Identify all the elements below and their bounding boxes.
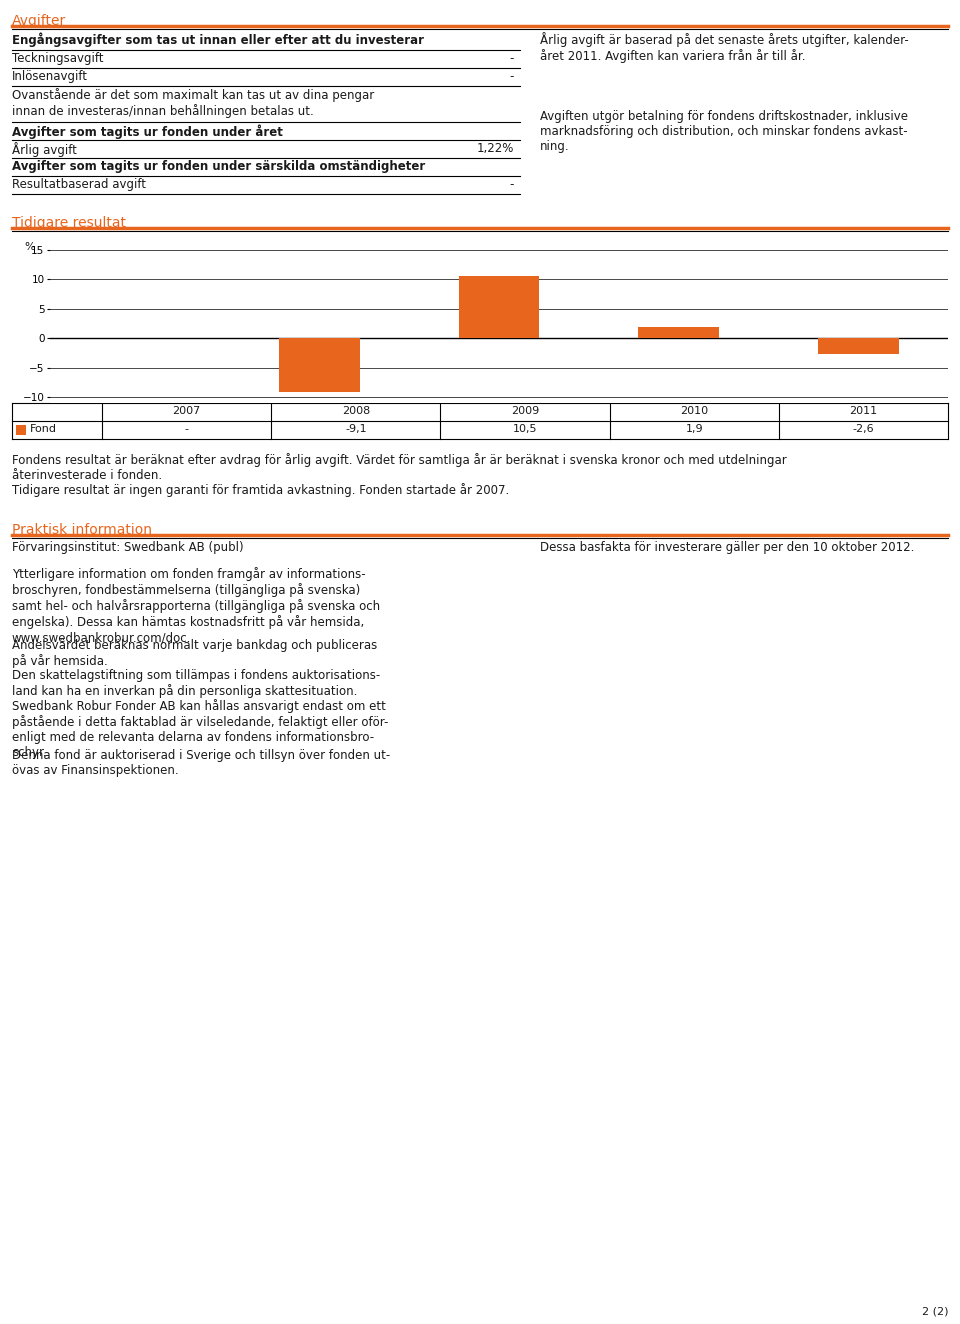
Text: Denna fond är auktoriserad i Sverige och tillsyn över fonden ut-
övas av Finansi: Denna fond är auktoriserad i Sverige och… [12,749,391,777]
Text: Engångsavgifter som tas ut innan eller efter att du investerar: Engångsavgifter som tas ut innan eller e… [12,32,424,46]
Bar [818,338,899,354]
Text: 2007: 2007 [173,406,201,416]
Text: Ovanstående är det som maximalt kan tas ut av dina pengar
innan de investeras/in: Ovanstående är det som maximalt kan tas … [12,87,374,118]
Bar [638,327,719,338]
Text: -2,6: -2,6 [852,424,875,434]
Text: %: % [24,242,35,252]
Text: 2009: 2009 [511,406,540,416]
Text: Avgifter som tagits ur fonden under året: Avgifter som tagits ur fonden under året [12,124,283,139]
Text: -9,1: -9,1 [345,424,367,434]
Text: Årlig avgift är baserad på det senaste årets utgifter, kalender-
året 2011. Avgi: Årlig avgift är baserad på det senaste å… [540,32,909,64]
Text: Fondens resultat är beräknat efter avdrag för årlig avgift. Värdet för samtliga : Fondens resultat är beräknat efter avdra… [12,453,787,482]
Text: -: - [510,70,514,83]
Text: -: - [184,424,188,434]
Text: Årlig avgift: Årlig avgift [12,142,77,158]
Text: Praktisk information: Praktisk information [12,523,152,538]
Text: -: - [510,52,514,65]
Text: Förvaringsinstitut: Swedbank AB (publ): Förvaringsinstitut: Swedbank AB (publ) [12,542,244,553]
Text: Ytterligare information om fonden framgår av informations-
broschyren, fondbestä: Ytterligare information om fonden framgå… [12,567,380,645]
Text: Fond: Fond [30,424,57,434]
Text: 1,9: 1,9 [685,424,703,434]
Bar [459,277,540,338]
Text: 10,5: 10,5 [513,424,538,434]
Text: Teckningsavgift: Teckningsavgift [12,52,104,65]
Text: 2010: 2010 [680,406,708,416]
FancyBboxPatch shape [16,425,26,436]
Text: Avgifter: Avgifter [12,15,66,28]
Text: Avgiften utgör betalning för fondens driftskostnader, inklusive
marknadsföring o: Avgiften utgör betalning för fondens dri… [540,110,908,154]
Text: Avgifter som tagits ur fonden under särskilda omständigheter: Avgifter som tagits ur fonden under särs… [12,160,425,173]
Bar [279,338,360,392]
Text: 1,22%: 1,22% [476,142,514,155]
Text: 2011: 2011 [850,406,877,416]
Text: Inlösenavgift: Inlösenavgift [12,70,88,83]
Text: -: - [510,177,514,191]
Text: Dessa basfakta för investerare gäller per den 10 oktober 2012.: Dessa basfakta för investerare gäller pe… [540,542,914,553]
Text: 2008: 2008 [342,406,370,416]
Text: 2 (2): 2 (2) [922,1305,948,1316]
Text: Swedbank Robur Fonder AB kan hållas ansvarigt endast om ett
påstående i detta fa: Swedbank Robur Fonder AB kan hållas ansv… [12,699,389,759]
Text: Andelsvärdet beräknas normalt varje bankdag och publiceras
på vår hemsida.: Andelsvärdet beräknas normalt varje bank… [12,639,377,669]
Text: Resultatbaserad avgift: Resultatbaserad avgift [12,177,146,191]
Text: Den skattelagstiftning som tillämpas i fondens auktorisations-
land kan ha en in: Den skattelagstiftning som tillämpas i f… [12,669,380,698]
Text: Tidigare resultat: Tidigare resultat [12,216,126,230]
Text: Tidigare resultat är ingen garanti för framtida avkastning. Fonden startade år 2: Tidigare resultat är ingen garanti för f… [12,483,509,496]
